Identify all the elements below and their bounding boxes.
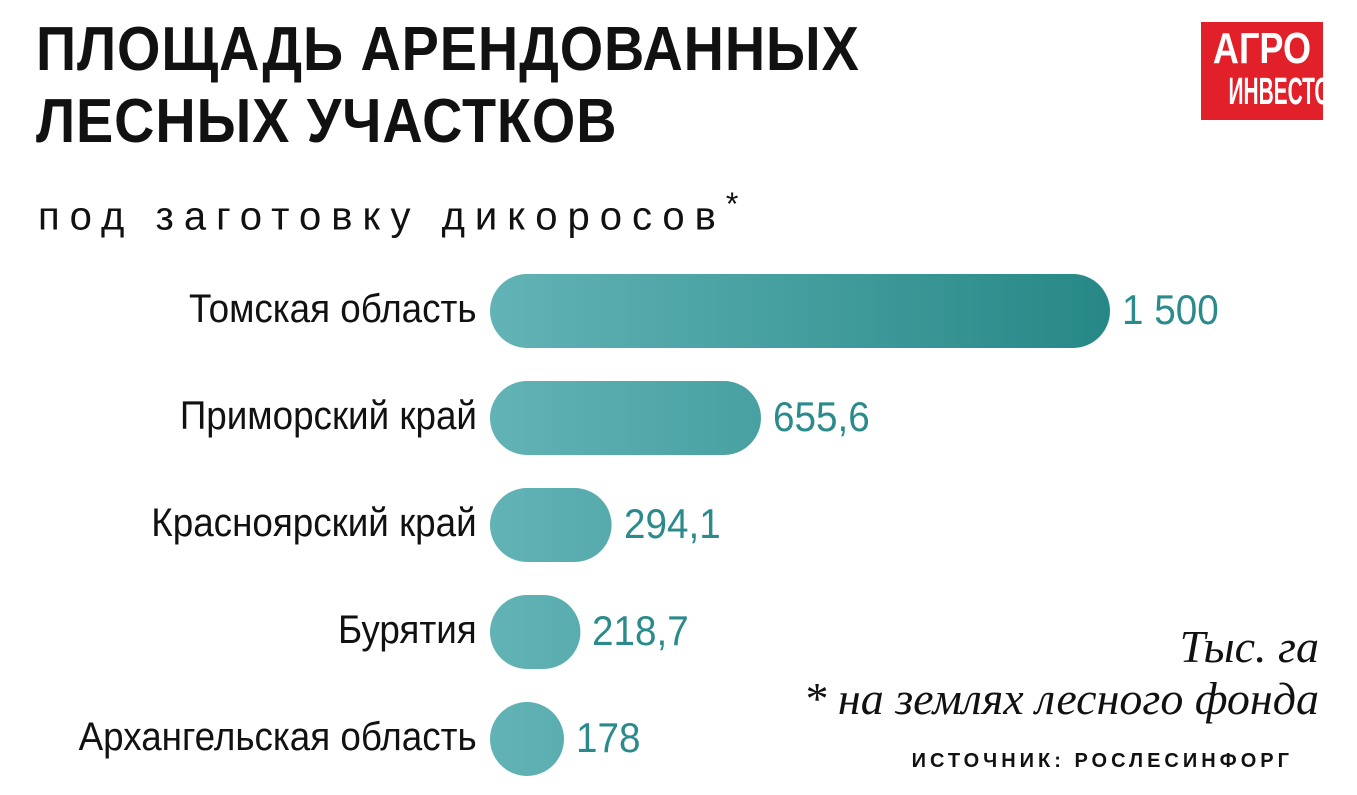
category-label: Бурятия bbox=[338, 608, 477, 652]
subtitle-asterisk: * bbox=[725, 186, 739, 222]
bars-group bbox=[490, 274, 1110, 776]
category-label: Приморский край bbox=[179, 394, 477, 438]
category-label: Красноярский край bbox=[151, 501, 477, 545]
value-label: 655,6 bbox=[772, 393, 870, 440]
bar-3 bbox=[490, 488, 612, 562]
category-label: Архангельская область bbox=[78, 715, 477, 759]
category-label: Томская область bbox=[189, 287, 477, 331]
logo-line-1: АГРО bbox=[1212, 24, 1312, 73]
subtitle-text: под заготовку дикоросов bbox=[38, 194, 726, 239]
bar-5 bbox=[490, 702, 564, 776]
chart-subtitle: под заготовку дикоросов* bbox=[38, 186, 738, 239]
bar-1 bbox=[490, 274, 1110, 348]
footnote: * на землях лесного фонда bbox=[803, 673, 1319, 724]
bar-2 bbox=[490, 381, 761, 455]
value-label: 178 bbox=[576, 714, 641, 761]
value-label: 218,7 bbox=[592, 607, 690, 654]
chart-title: ПЛОЩАДЬ АРЕНДОВАННЫХ ЛЕСНЫХ УЧАСТКОВ bbox=[36, 15, 860, 156]
value-label: 294,1 bbox=[623, 500, 721, 547]
value-label: 1 500 bbox=[1122, 286, 1219, 333]
unit-label: Тыс. га bbox=[1179, 621, 1319, 672]
agroinvestor-logo: АГРО ИНВЕСТОР bbox=[1201, 22, 1323, 120]
bar-4 bbox=[490, 595, 581, 669]
source-label: ИСТОЧНИК: РОСЛЕСИНФОРГ bbox=[911, 750, 1293, 772]
